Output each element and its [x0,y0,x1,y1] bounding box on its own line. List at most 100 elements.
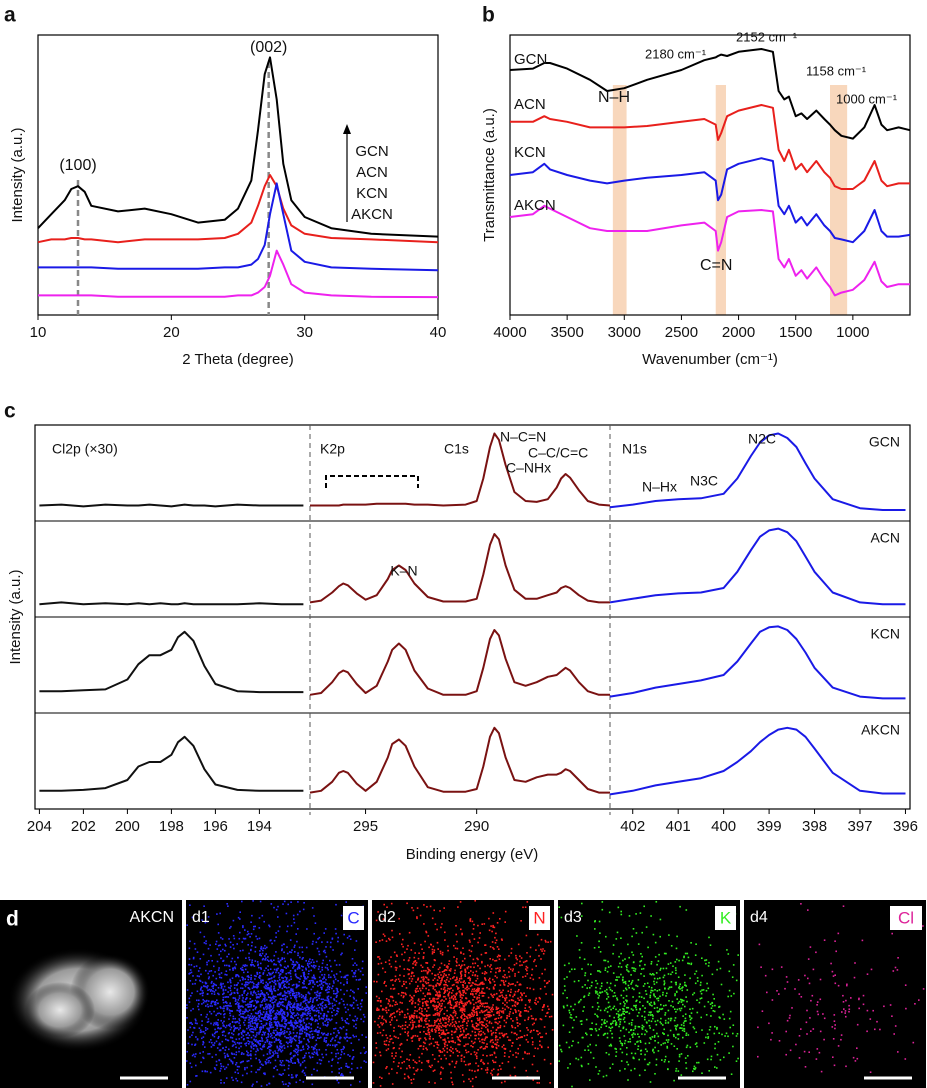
map-dot [248,987,250,989]
map-dot [475,1054,477,1056]
map-dot [404,1074,406,1076]
map-dot [223,992,225,994]
map-dot [319,1018,321,1020]
map-dot [456,965,458,967]
map-dot [537,1082,539,1084]
map-dot [222,1008,224,1010]
map-dot [241,1042,243,1044]
map-dot [428,1028,430,1030]
map-dot [208,960,210,962]
map-dot [341,915,343,917]
map-dot [336,964,338,966]
map-dot [436,1005,438,1007]
map-dot [277,980,279,982]
map-dot [267,965,269,967]
map-dot [290,959,292,961]
map-dot [690,1047,692,1049]
map-dot [603,960,605,962]
map-dot [309,983,311,985]
map-dot [696,1062,698,1064]
map-dot [502,1008,504,1010]
map-dot [660,1021,662,1023]
map-dot [297,967,299,969]
map-dot [401,992,403,994]
map-dot [282,1019,284,1021]
map-dot [255,992,257,994]
map-dot [352,1057,354,1059]
map-dot [328,988,330,990]
map-dot [286,1005,288,1007]
map-dot [421,1062,423,1064]
map-dot [487,1029,489,1031]
map-dot [541,1046,543,1048]
map-dot [241,901,243,903]
map-dot [311,1008,313,1010]
map-dot [261,1085,263,1087]
map-dot [339,1003,341,1005]
series-line [510,206,910,296]
map-dot [392,1083,394,1085]
map-dot [265,967,267,969]
map-dot [423,952,425,954]
map-dot [656,964,658,966]
map-dot [257,1048,259,1050]
map-dot [399,966,401,968]
map-dot [444,939,446,941]
map-dot [336,1010,338,1012]
map-dot [346,1029,348,1031]
map-dot [297,1045,299,1047]
map-dot [708,937,710,939]
map-dot [245,957,247,959]
map-dot [423,1031,425,1033]
map-dot [216,1041,218,1043]
map-dot [343,994,345,996]
map-dot [539,1041,541,1043]
map-dot [247,931,249,933]
map-dot [433,951,435,953]
map-dot [365,1061,367,1063]
map-dot [274,1037,276,1039]
map-dot [418,958,420,960]
map-dot [475,1002,477,1004]
map-dot [623,1019,625,1021]
map-dot [376,1009,378,1011]
map-dot [385,971,387,973]
map-dot [243,1022,245,1024]
map-dot [597,1016,599,1018]
map-dot [499,1065,501,1067]
map-dot [473,1010,475,1012]
map-dot [215,943,217,945]
map-dot [625,983,627,985]
map-dot [398,993,400,995]
map-dot [589,987,591,989]
map-dot [275,990,277,992]
map-dot [439,1025,441,1027]
map-dot [434,1058,436,1060]
map-dot [518,989,520,991]
map-dot [701,1072,703,1074]
map-dot [450,968,452,970]
map-dot [228,1005,230,1007]
map-dot [285,1023,287,1025]
map-dot [378,1018,380,1020]
map-dot [266,986,268,988]
map-dot [472,921,474,923]
map-dot [295,1020,297,1022]
map-dot [424,1043,426,1045]
map-dot [648,986,650,988]
map-dot [679,906,681,908]
map-dot [506,1015,508,1017]
map-dot [302,1071,304,1073]
map-dot [390,988,392,990]
map-dot [460,996,462,998]
legend-label: KCN [514,144,546,161]
map-dot [207,993,209,995]
map-dot [443,975,445,977]
map-dot [650,1081,652,1083]
map-dot [282,1031,284,1033]
map-dot [527,1053,529,1055]
map-dot [425,1033,427,1035]
map-dot [279,1001,281,1003]
map-dot [236,1010,238,1012]
map-dot [395,979,397,981]
